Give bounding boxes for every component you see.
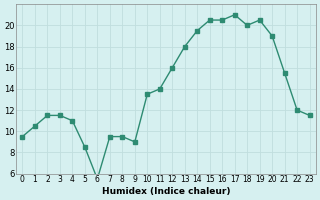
X-axis label: Humidex (Indice chaleur): Humidex (Indice chaleur)	[102, 187, 230, 196]
